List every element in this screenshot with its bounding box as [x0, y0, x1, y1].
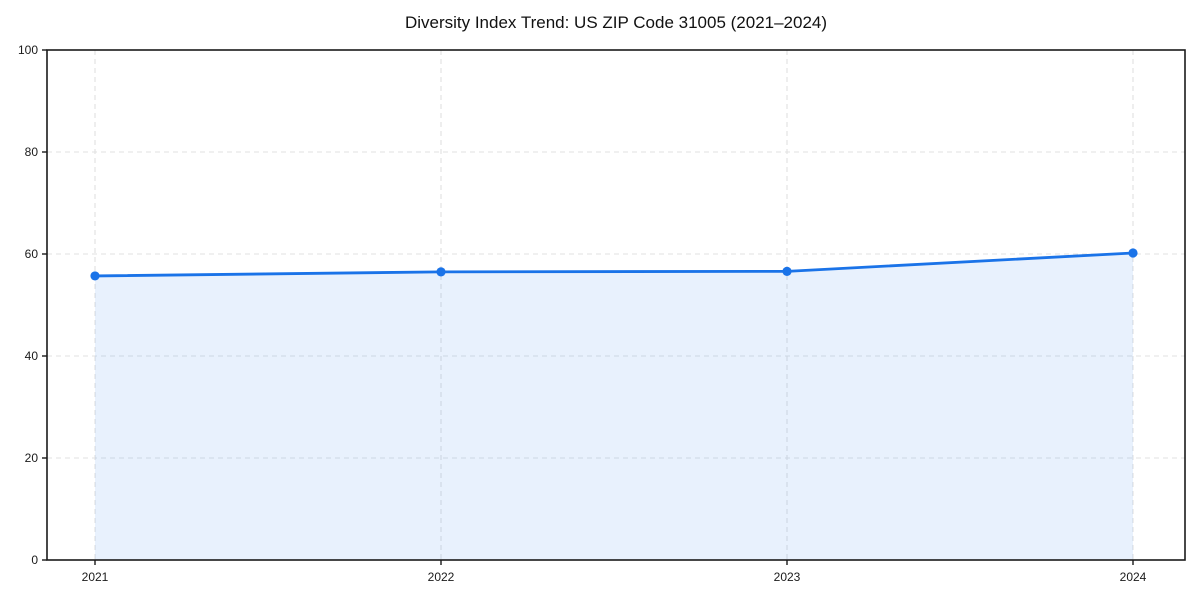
area-fill: [95, 252, 1133, 561]
plot-border: [46, 49, 1186, 561]
data-point-2021: [90, 271, 100, 281]
y-axis-tick-label: 0: [31, 553, 38, 567]
x-axis-tick-label: 2024: [1120, 570, 1147, 584]
data-point-2023: [782, 266, 792, 276]
chart-title: Diversity Index Trend: US ZIP Code 31005…: [404, 13, 828, 32]
y-axis-tick-label: 20: [25, 451, 39, 465]
y-axis-tick-label: 40: [25, 349, 39, 363]
data-point-2024: [1128, 248, 1138, 258]
x-axis-tick-label: 2021: [82, 570, 109, 584]
y-axis-tick-label: 60: [25, 247, 39, 261]
x-axis-tick-label: 2022: [428, 570, 455, 584]
y-axis-tick-label: 100: [18, 43, 38, 57]
data-point-2022: [436, 267, 446, 277]
trend-line: [93, 251, 1135, 278]
x-axis-tick-label: 2023: [774, 570, 801, 584]
y-axis-tick-label: 80: [25, 145, 39, 159]
